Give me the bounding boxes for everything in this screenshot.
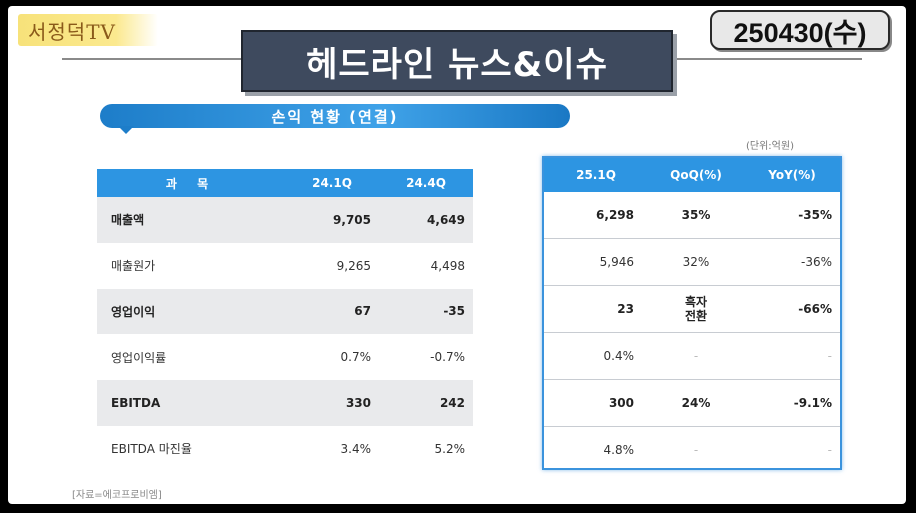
cell-yoy: -: [827, 349, 832, 363]
header-24-1q: 24.1Q: [312, 176, 352, 190]
table-row: 매출원가 9,265 4,498: [97, 243, 473, 289]
cell-24-4q: 4,649: [427, 212, 465, 227]
header-25-1q: 25.1Q: [576, 168, 616, 182]
row-label: 매출원가: [111, 259, 156, 274]
cell-24-4q: -35: [443, 304, 465, 319]
table-row: 23 흑자 전환 -66%: [544, 286, 840, 333]
table-row: 0.4% - -: [544, 333, 840, 380]
table-row: 영업이익률 0.7% -0.7%: [97, 334, 473, 380]
cell-24-4q: -0.7%: [430, 350, 465, 365]
channel-name: 서정덕TV: [28, 20, 116, 44]
cell-yoy: -: [827, 443, 832, 457]
row-label: EBITDA 마진율: [111, 442, 192, 457]
table-row: EBITDA 330 242: [97, 380, 473, 426]
left-table: 과 목 24.1Q 24.4Q 매출액 9,705 4,649 매출원가 9,2…: [97, 169, 473, 472]
cell-qoq: -: [693, 349, 699, 363]
cell-24-1q: 3.4%: [340, 441, 372, 456]
cell-25-1q: 300: [608, 396, 634, 410]
cell-qoq: 35%: [681, 208, 711, 222]
cell-25-1q: 5,946: [599, 255, 634, 269]
cell-24-4q: 5.2%: [434, 441, 466, 456]
right-table-header: 25.1Q QoQ(%) YoY(%): [544, 158, 840, 192]
table-row: 매출액 9,705 4,649: [97, 197, 473, 243]
cell-25-1q: 23: [617, 302, 634, 316]
cell-24-4q: 4,498: [430, 258, 465, 273]
unit-note: (단위:억원): [746, 141, 794, 152]
left-table-header: 과 목 24.1Q 24.4Q: [97, 169, 473, 197]
row-label: EBITDA: [111, 396, 161, 411]
cell-24-1q: 0.7%: [340, 350, 372, 365]
cell-yoy: -66%: [798, 302, 832, 316]
cell-25-1q: 4.8%: [603, 443, 635, 457]
cell-24-4q: 242: [439, 396, 465, 411]
header-24-4q: 24.4Q: [406, 176, 446, 190]
table-row: 영업이익 67 -35: [97, 288, 473, 335]
table-row: 5,946 32% -36%: [544, 239, 840, 286]
table-row: 4.8% - -: [544, 427, 840, 473]
cell-25-1q: 6,298: [596, 208, 634, 222]
cell-yoy: -36%: [800, 255, 832, 269]
channel-logo: 서정덕TV: [18, 14, 158, 46]
section-pill-tail: [118, 126, 134, 134]
cell-yoy: -35%: [798, 208, 832, 222]
cell-25-1q: 0.4%: [603, 349, 635, 363]
source-note: [자료=에코프로비엠]: [72, 490, 162, 501]
header-qoq: QoQ(%): [670, 168, 722, 182]
header-yoy: YoY(%): [768, 168, 816, 182]
table-row: 300 24% -9.1%: [544, 380, 840, 427]
header-subject: 과 목: [165, 176, 217, 191]
table-row: 6,298 35% -35%: [544, 192, 840, 239]
cell-qoq: -: [693, 443, 699, 457]
cell-24-1q: 9,265: [336, 258, 371, 273]
slide: 서정덕TV 250430(수) 헤드라인 뉴스&이슈 손익 현황 (연결) (단…: [8, 6, 906, 504]
right-highlight-table: 25.1Q QoQ(%) YoY(%) 6,298 35% -35% 5,946…: [542, 156, 842, 470]
cell-24-1q: 330: [345, 396, 371, 411]
section-title: 손익 현황 (연결): [100, 104, 570, 128]
headline-banner: 헤드라인 뉴스&이슈: [241, 30, 673, 92]
cell-24-1q: 67: [354, 304, 371, 319]
cell-qoq: 24%: [681, 396, 711, 410]
row-label: 영업이익: [111, 304, 156, 319]
cell-qoq: 흑자 전환: [684, 295, 708, 323]
table-row: EBITDA 마진율 3.4% 5.2%: [97, 426, 473, 472]
cell-qoq: 32%: [682, 255, 710, 269]
row-label: 영업이익률: [111, 350, 167, 365]
row-label: 매출액: [111, 213, 145, 228]
date-badge: 250430(수): [710, 10, 890, 50]
cell-yoy: -9.1%: [793, 396, 832, 410]
cell-24-1q: 9,705: [333, 212, 371, 227]
